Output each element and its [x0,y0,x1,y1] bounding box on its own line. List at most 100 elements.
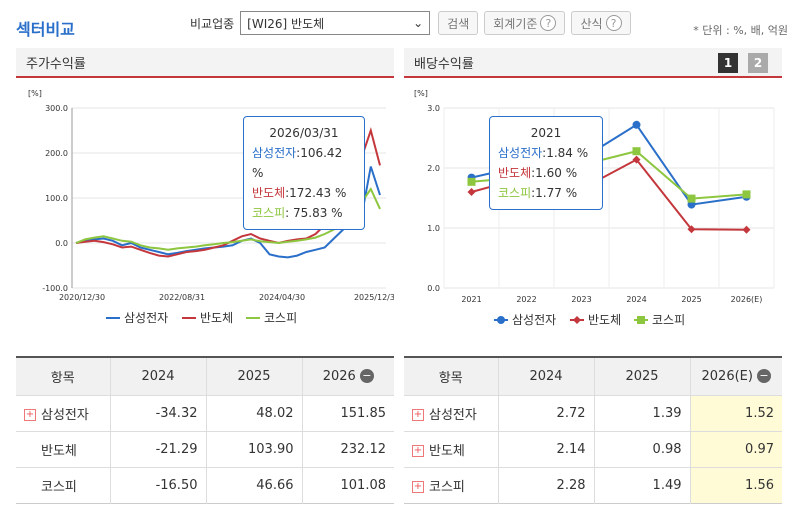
expand-icon[interactable]: + [412,409,424,421]
table-cell: -21.29 [110,431,206,467]
column-header-label: 2024 [141,369,174,384]
column-header: 항목 [16,357,110,395]
y-tick-label: 2.0 [427,164,440,173]
y-tick-label: 300.0 [45,104,68,113]
y-tick-label: 200.0 [45,149,68,158]
table-row: 코스피 -16.50 46.66 101.08 [16,467,394,503]
search-button[interactable]: 검색 [438,11,478,35]
tooltip-series-label: 반도체 [252,186,285,200]
legend-label: 삼성전자 [124,311,168,325]
tooltip-series-value: :1.60 % [531,166,577,180]
sector-select-value: [WI26] 반도체 [247,15,324,32]
column-header-label: 2025 [625,369,658,384]
y-tick-label: -100.0 [42,284,68,293]
y-tick-label: 0.0 [427,284,440,293]
page-1-button[interactable]: 1 [718,53,738,73]
sector-select[interactable]: [WI26] 반도체 ⌄ [240,11,430,35]
tooltip-row: 삼성전자:1.84 % [498,143,594,163]
data-point[interactable] [468,188,476,196]
x-tick-label: 2024/04/30 [259,293,305,302]
table-cell: -16.50 [110,467,206,503]
legend-label: 삼성전자 [512,313,556,327]
legend-label: 코스피 [264,311,297,325]
tooltip-row: 삼성전자:106.42 % [252,143,356,183]
y-tick-label: 1.0 [427,224,440,233]
toolbar: 비교업종 [WI26] 반도체 ⌄ 검색 회계기준? 산식? [190,10,637,36]
table-cell: 1.52 [690,395,782,431]
y-axis-unit: [%] [414,89,428,98]
table-cell: 0.98 [594,431,690,467]
legend-label: 반도체 [200,311,233,325]
page-2-button[interactable]: 2 [748,53,768,73]
left-panel-title: 주가수익률 [26,53,86,72]
data-point[interactable] [743,190,751,198]
data-point[interactable] [688,195,696,203]
help-icon[interactable]: ? [606,15,622,31]
expand-icon[interactable]: + [24,409,36,421]
tooltip-series-label: 코스피 [498,186,531,200]
legend-marker [497,316,505,324]
collapse-icon[interactable]: − [360,369,374,383]
formula-button[interactable]: 산식? [571,11,630,35]
expand-icon[interactable]: + [412,481,424,493]
unit-note: * 단위 : %, 배, 억원 [693,22,788,38]
data-point[interactable] [743,226,751,234]
tooltip-year: 2021 [498,123,594,143]
table-cell: -34.32 [110,395,206,431]
row-name: 삼성전자 [41,408,89,423]
row-label: + 삼성전자 [16,395,110,431]
help-icon[interactable]: ? [540,15,556,31]
legend-label: 반도체 [588,313,621,327]
tooltip-row: 코스피: 75.83 % [252,203,356,223]
expand-icon[interactable]: + [412,445,424,457]
table-row: 반도체 -21.29 103.90 232.12 [16,431,394,467]
x-tick-label: 2025 [681,295,701,304]
row-name: 반도체 [41,444,77,459]
tooltip-row: 반도체:172.43 % [252,183,356,203]
row-label: 코스피 [16,467,110,503]
table-cell: 1.56 [690,467,782,503]
column-header-label: 2026(E) [702,369,753,384]
x-tick-label: 2020/12/30 [59,293,105,302]
x-tick-label: 2024 [626,295,646,304]
y-tick-label: 0.0 [55,239,68,248]
left-data-table: 항목 2024 2025 2026− + 삼성전자 -34.32 48.02 151.85 반도체… [16,356,394,504]
table-row: + 삼성전자 -34.32 48.02 151.85 [16,395,394,431]
table-row: + 삼성전자 2.72 1.39 1.52 [404,395,782,431]
x-tick-label: 2021 [461,295,481,304]
x-tick-label: 2022 [516,295,536,304]
table-cell: 48.02 [206,395,302,431]
x-tick-label: 2023 [571,295,591,304]
collapse-icon[interactable]: − [757,369,771,383]
row-label: + 코스피 [404,467,498,503]
left-panel-header: 주가수익률 [16,48,394,78]
column-header-label: 2025 [237,369,270,384]
chevron-down-icon: ⌄ [413,16,423,30]
column-header-label: 항목 [439,371,463,386]
column-header-label: 항목 [51,371,75,386]
tooltip-row: 코스피:1.77 % [498,183,594,203]
accounting-standard-button[interactable]: 회계기준? [484,11,565,35]
tooltip-row: 반도체:1.60 % [498,163,594,183]
y-tick-label: 3.0 [427,104,440,113]
data-point[interactable] [633,147,641,155]
row-name: 코스피 [429,480,465,495]
column-header: 2025 [594,357,690,395]
y-tick-label: 100.0 [45,194,68,203]
data-point[interactable] [468,178,476,186]
search-button-label: 검색 [447,15,469,32]
data-point[interactable] [633,121,641,129]
column-header: 2024 [110,357,206,395]
table-row: + 코스피 2.28 1.49 1.56 [404,467,782,503]
row-label: + 삼성전자 [404,395,498,431]
right-panel-title: 배당수익률 [414,53,474,72]
table-cell: 151.85 [302,395,394,431]
formula-label: 산식 [580,15,602,32]
tooltip-series-value: :1.84 % [542,146,588,160]
table-cell: 232.12 [302,431,394,467]
tooltip-series-value: :1.77 % [531,186,577,200]
row-label: + 반도체 [404,431,498,467]
x-tick-label: 2025/12/30 [354,293,394,302]
tooltip-series-value: : 75.83 % [285,206,342,220]
legend-marker [637,316,645,324]
